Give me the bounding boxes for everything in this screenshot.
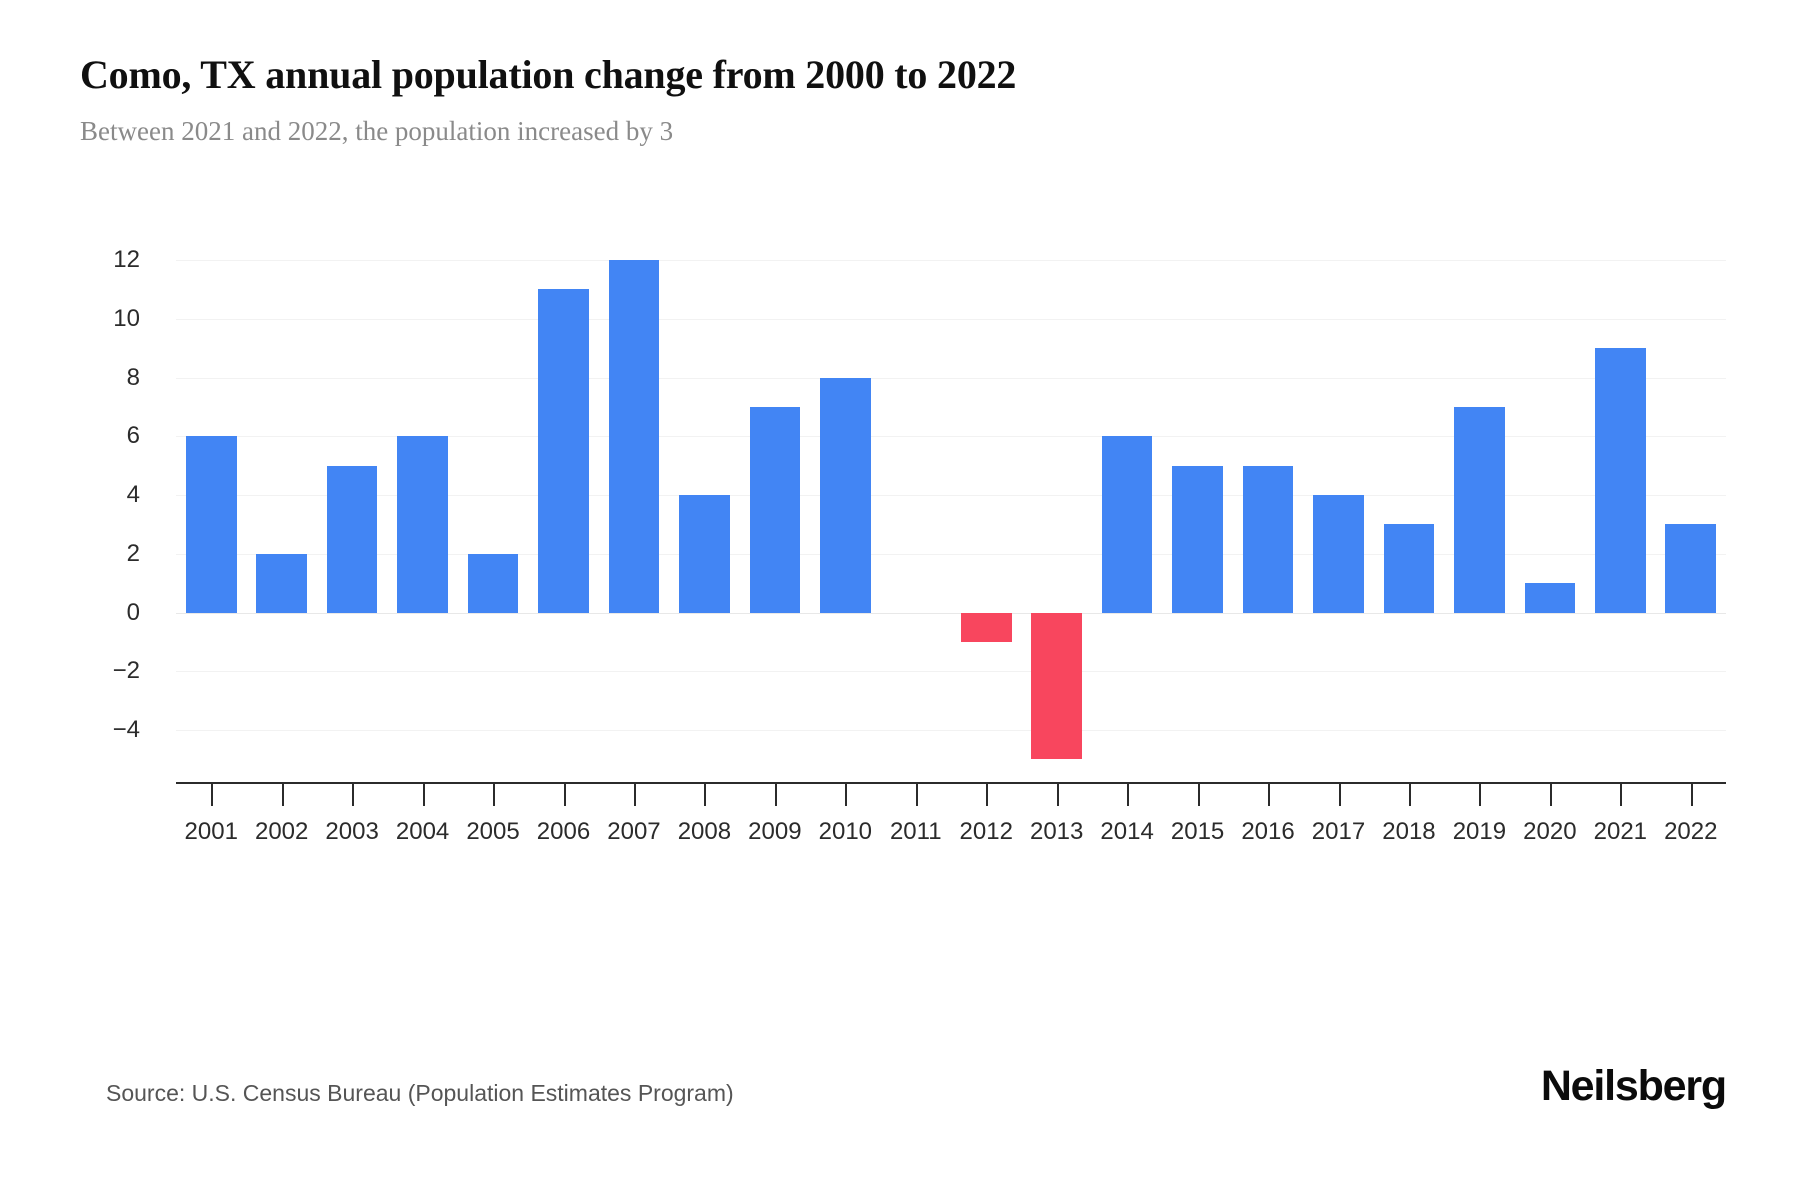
x-axis-tick: [563, 784, 566, 806]
bar[interactable]: [1665, 524, 1717, 613]
bar[interactable]: [1101, 436, 1153, 613]
page-title: Como, TX annual population change from 2…: [80, 52, 1017, 97]
x-axis-tick: [915, 784, 918, 806]
x-axis-tick-label: 2019: [1452, 818, 1507, 845]
x-axis-tick: [1197, 784, 1200, 806]
gridline: [176, 318, 1726, 320]
bar[interactable]: [185, 436, 237, 613]
x-axis-tick: [1408, 784, 1411, 806]
bar[interactable]: [1383, 524, 1435, 613]
x-axis-tick: [1268, 784, 1271, 806]
bar[interactable]: [819, 377, 871, 613]
x-axis-tick-label: 2020: [1523, 818, 1577, 845]
gridline: [176, 377, 1726, 379]
x-axis-tick-label: 2022: [1664, 818, 1718, 845]
bar[interactable]: [467, 553, 519, 613]
gridline: [176, 436, 1726, 438]
gridline: [176, 260, 1726, 261]
y-axis-tick-label: 10: [113, 304, 140, 332]
bar[interactable]: [679, 495, 730, 613]
bar[interactable]: [1031, 612, 1083, 760]
gridline: [176, 553, 1726, 555]
x-axis-tick-label: 2012: [959, 818, 1013, 845]
x-axis-tick-label: 2008: [677, 818, 732, 845]
x-axis-tick-label: 2006: [536, 818, 591, 845]
x-axis-tick: [1127, 784, 1130, 806]
x-axis-tick-label: 2009: [748, 818, 802, 845]
bar[interactable]: [397, 436, 448, 613]
brand-logo: Neilsberg: [1540, 1062, 1727, 1110]
x-axis-tick: [422, 784, 425, 806]
source-note: Source: U.S. Census Bureau (Population E…: [106, 1080, 734, 1106]
bar[interactable]: [960, 612, 1012, 642]
gridline: [176, 730, 1726, 731]
zero-baseline: [176, 612, 1726, 614]
x-axis-tick-label: 2013: [1029, 818, 1084, 845]
x-axis-tick-label: 2005: [466, 818, 520, 845]
x-axis-tick-label: 2007: [607, 818, 661, 845]
x-axis-tick-label: 2002: [254, 818, 309, 845]
x-axis-tick-label: 2004: [395, 818, 450, 845]
y-axis-tick-label: 12: [113, 246, 140, 273]
y-axis-tick-label: 8: [126, 363, 140, 391]
x-axis-tick: [1620, 784, 1623, 806]
x-axis-tick: [986, 784, 989, 806]
gridline: [176, 495, 1726, 496]
x-axis-tick-label: 2011: [889, 818, 942, 845]
bar[interactable]: [1454, 406, 1505, 613]
y-axis-tick-label: 6: [126, 422, 140, 450]
x-axis-line: [176, 782, 1726, 784]
x-axis-tick-label: 2003: [325, 818, 379, 845]
x-axis-tick: [352, 784, 355, 806]
y-axis-tick-label: 0: [126, 598, 140, 626]
bar[interactable]: [1594, 348, 1646, 613]
x-axis-tick: [704, 784, 707, 806]
y-axis-tick-label: −2: [112, 657, 140, 685]
x-axis-tick: [493, 784, 496, 806]
bar[interactable]: [326, 465, 378, 613]
x-axis-tick: [211, 784, 214, 806]
x-axis-tick: [845, 784, 848, 806]
x-axis-tick-label: 2001: [184, 818, 238, 845]
x-axis-tick: [1479, 784, 1482, 806]
x-axis-tick: [1690, 784, 1693, 806]
y-axis-tick-label: 2: [126, 539, 140, 567]
chart-header: Como, TX annual population change from 2…: [80, 52, 1720, 147]
bar[interactable]: [1172, 465, 1223, 613]
x-axis-tick-label: 2018: [1382, 818, 1436, 845]
bar[interactable]: [1313, 495, 1364, 613]
x-axis-tick: [1549, 784, 1552, 806]
x-axis-tick-label: 2015: [1170, 818, 1225, 845]
bar[interactable]: [1242, 465, 1294, 613]
bar[interactable]: [1524, 583, 1576, 613]
y-axis-tick-label: −4: [112, 716, 140, 743]
x-axis-tick-label: 2017: [1311, 818, 1366, 845]
bar[interactable]: [749, 406, 801, 613]
x-axis-tick: [1056, 784, 1059, 806]
chart-subtitle: Between 2021 and 2022, the population in…: [80, 116, 674, 146]
bar[interactable]: [256, 553, 308, 613]
x-axis-tick-label: 2014: [1100, 818, 1154, 845]
bar[interactable]: [538, 289, 589, 613]
x-axis-tick-label: 2016: [1241, 818, 1295, 845]
gridline: [176, 671, 1726, 673]
x-axis-tick-label: 2021: [1593, 818, 1648, 845]
x-axis-tick-label: 2010: [818, 818, 873, 845]
bar[interactable]: [608, 260, 660, 613]
x-axis-tick: [1338, 784, 1341, 806]
y-axis-tick-label: 4: [126, 481, 140, 508]
x-axis-tick: [281, 784, 284, 806]
x-axis-tick: [633, 784, 636, 806]
x-axis-tick: [774, 784, 777, 806]
